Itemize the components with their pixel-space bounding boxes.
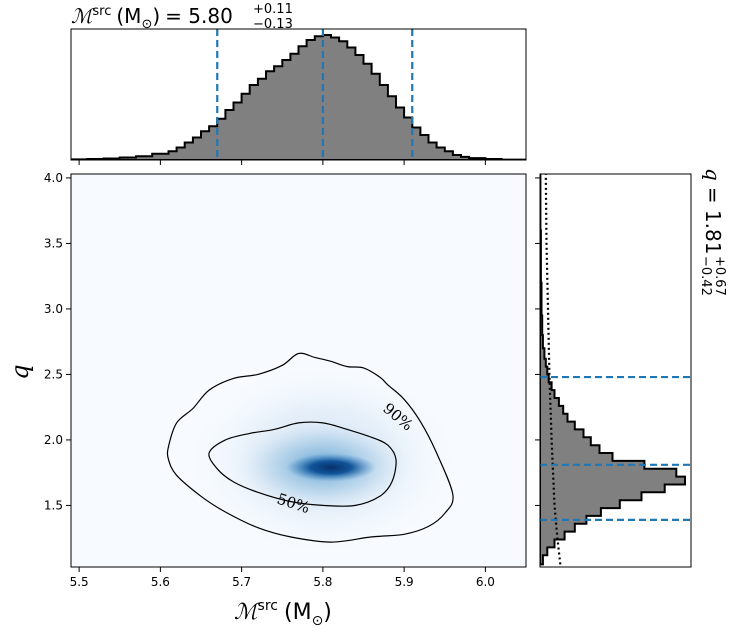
x-tick-label: 5.8 <box>313 575 332 589</box>
right-title: q = 1.81 <box>701 168 725 254</box>
x-tick-label: 5.5 <box>70 575 89 589</box>
y-tick-label: 2.0 <box>44 433 63 447</box>
top-title: ℳsrc (M⊙) = 5.80 <box>71 4 233 32</box>
right-axis-ticks <box>535 177 540 506</box>
y-axis-ticks: 1.5 2.0 2.5 3.0 3.5 4.0 <box>44 171 71 512</box>
top-axis-ticks <box>78 160 486 165</box>
x-label-unit-sub: ⊙ <box>312 613 324 629</box>
q-hist-bars <box>540 174 686 566</box>
main-frame <box>70 173 527 568</box>
y-tick-label: 3.0 <box>44 302 63 316</box>
q-histogram <box>540 174 691 566</box>
top-title-plus: +0.11 <box>253 2 293 17</box>
joint-posterior-panel: 5.5 5.6 5.7 5.8 5.9 6.0 1.5 2.0 2.5 3.0 3.5 4.0 <box>44 171 527 589</box>
x-tick-label: 5.9 <box>395 575 414 589</box>
top-title-unit-sub: ⊙ <box>141 17 152 32</box>
y-tick-label: 2.5 <box>44 367 63 381</box>
top-title-value: = 5.80 <box>165 4 233 28</box>
contour-layer <box>166 352 454 543</box>
contour-50 <box>208 421 397 507</box>
q-prior-curve <box>544 174 562 565</box>
x-axis-label: ℳsrc (M⊙) <box>234 598 332 629</box>
x-tick-label: 5.7 <box>232 575 251 589</box>
top-title-symbol: ℳ <box>71 4 95 28</box>
top-title-unit-close: ) <box>152 4 160 28</box>
mchirp-marginal-panel <box>70 28 527 165</box>
mchirp-hist-bars <box>71 34 526 160</box>
y-tick-label: 4.0 <box>44 171 63 185</box>
mchirp-histogram <box>71 29 526 160</box>
x-tick-label: 5.6 <box>151 575 170 589</box>
right-title-symbol: q <box>701 168 725 181</box>
top-title-superscript: src <box>92 4 111 19</box>
contour-90 <box>166 352 454 543</box>
density-peak <box>286 453 376 482</box>
y-tick-label: 1.5 <box>44 498 63 512</box>
right-frame <box>539 173 692 568</box>
x-axis-ticks: 5.5 5.6 5.7 5.8 5.9 6.0 <box>70 567 495 589</box>
right-title-plus: +0.67 <box>712 256 727 296</box>
x-label-symbol: ℳ <box>234 600 261 625</box>
right-title-minus: −0.42 <box>698 256 713 296</box>
right-title-value: = 1.81 <box>701 187 725 255</box>
x-label-superscript: src <box>258 598 278 614</box>
density-layer <box>187 364 458 555</box>
top-frame <box>70 28 527 161</box>
x-tick-label: 6.0 <box>476 575 495 589</box>
q-marginal-panel <box>535 173 692 568</box>
y-tick-label: 3.5 <box>44 236 63 250</box>
x-label-unit-close: ) <box>323 600 332 625</box>
top-title-unit: (M <box>116 4 141 28</box>
y-axis-label: q <box>6 364 34 379</box>
top-title-minus: −0.13 <box>253 17 293 32</box>
x-label-unit: (M <box>284 600 312 625</box>
